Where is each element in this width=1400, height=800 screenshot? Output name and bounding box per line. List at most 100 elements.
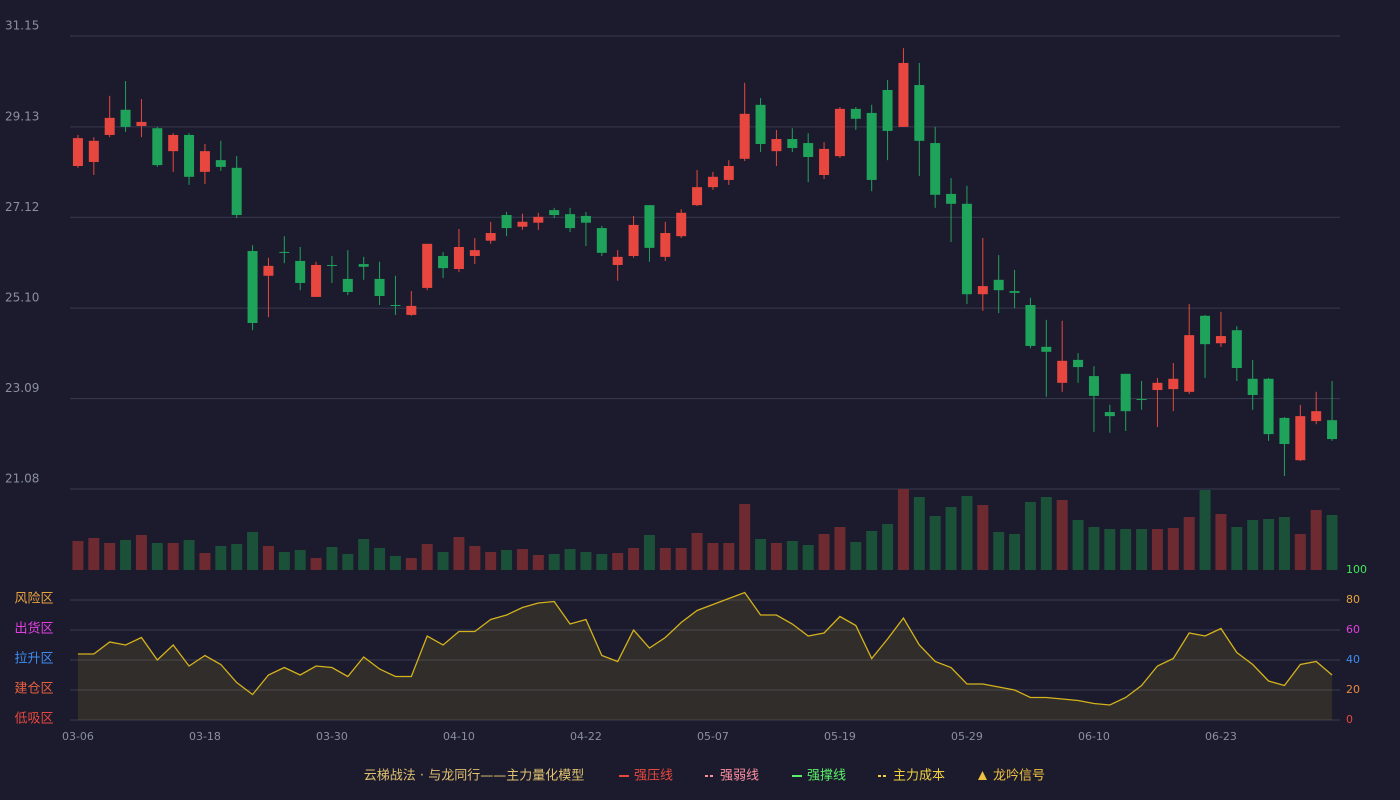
volume-bar (564, 549, 576, 570)
volume-bar (469, 546, 481, 570)
volume-bar (961, 496, 973, 570)
volume-bar (993, 532, 1005, 570)
candle-body (279, 251, 290, 253)
volume-bar (516, 549, 528, 570)
volume-bar (834, 527, 846, 570)
candle-body (771, 139, 782, 152)
volume-bar (1056, 500, 1068, 570)
volume-bar (294, 550, 306, 570)
candle-body (946, 193, 957, 204)
candle-body (819, 148, 830, 176)
volume-bar (1183, 517, 1195, 570)
volume-bar (1263, 519, 1275, 570)
volume-bar (485, 552, 497, 570)
candle-body (422, 243, 433, 288)
y-tick-label: 21.08 (5, 472, 39, 486)
zone-label: 风险区 (14, 592, 53, 607)
candle-body (739, 113, 750, 159)
volume-bar (1040, 497, 1052, 570)
candle-body (1200, 315, 1211, 345)
candle-body (707, 176, 718, 188)
volume-bar (675, 548, 687, 570)
candle-body (977, 286, 988, 295)
candle-body (469, 250, 480, 256)
x-tick-label: 04-10 (443, 730, 475, 743)
volume-bar (945, 507, 957, 570)
candle-body (1120, 373, 1131, 412)
volume-bar (850, 542, 862, 570)
volume-bar (866, 531, 878, 570)
candle-body (834, 108, 845, 157)
volume-bar (1215, 514, 1227, 570)
volume-bar (929, 516, 941, 570)
volume-bar (786, 541, 798, 570)
y-tick-label: 27.12 (5, 200, 39, 214)
y-tick-label: 80 (1346, 593, 1360, 606)
candle-body (1041, 346, 1052, 352)
candle-body (676, 212, 687, 237)
volume-bar (342, 554, 354, 570)
volume-bar (135, 535, 147, 570)
candle-body (1295, 416, 1306, 461)
candle-body (295, 260, 306, 283)
volume-bar (72, 541, 84, 570)
legend-label: 强弱线 (720, 769, 759, 784)
candle-body (612, 256, 623, 265)
candle-body (898, 62, 909, 127)
candle-body (390, 305, 401, 307)
candle-body (850, 108, 861, 119)
y-tick-label: 60 (1346, 623, 1360, 636)
volume-bar (1199, 490, 1211, 570)
candle-body (152, 128, 163, 166)
volume-bar (421, 544, 433, 570)
candle-body (993, 279, 1004, 291)
candle-body (406, 305, 417, 315)
zone-label: 出货区 (14, 621, 53, 637)
volume-bar (120, 540, 132, 570)
zone-label: 建仓区 (14, 682, 53, 697)
y-tick-label: 23.09 (5, 381, 39, 395)
candle-body (1279, 417, 1290, 445)
candle-body (596, 228, 607, 253)
legend-label: 龙吟信号 (993, 768, 1045, 784)
y-tick-label: 0 (1346, 713, 1353, 726)
legend-label: 强撑线 (807, 769, 846, 784)
candle-body (231, 167, 242, 216)
volume-bar (501, 550, 513, 570)
volume-bar (770, 543, 782, 570)
volume-bar (1104, 529, 1116, 570)
candle-body (501, 215, 512, 229)
volume-bar (897, 489, 909, 570)
candle-body (199, 151, 210, 172)
volume-bar (723, 543, 735, 570)
area-fill (77, 592, 1333, 720)
volume-bar (262, 546, 274, 570)
candle-body (1263, 378, 1274, 435)
candle-body (184, 134, 195, 177)
volume-bar (453, 537, 465, 570)
candle-body (485, 233, 496, 241)
volume-bar (818, 534, 830, 570)
volume-bar (1136, 529, 1148, 570)
candle-body (1088, 376, 1099, 396)
x-tick-label: 06-10 (1078, 730, 1110, 743)
volume-bar (358, 539, 370, 570)
volume-bar (310, 558, 322, 570)
candle-body (1231, 330, 1242, 368)
volume-bar (215, 546, 227, 570)
volume-bar (326, 547, 338, 570)
candle-body (311, 264, 322, 297)
candle-body (866, 112, 877, 180)
candle-body (453, 246, 464, 270)
candle-body (1215, 336, 1226, 344)
candle-body (723, 166, 734, 180)
volume-bar (247, 532, 259, 570)
candle-body (692, 187, 703, 206)
volume-bar (1072, 520, 1084, 570)
y-tick-label: 40 (1346, 653, 1360, 666)
volume-bar (755, 539, 767, 570)
volume-bar (977, 505, 989, 570)
candle-body (565, 214, 576, 229)
volume-bar (1294, 534, 1306, 570)
